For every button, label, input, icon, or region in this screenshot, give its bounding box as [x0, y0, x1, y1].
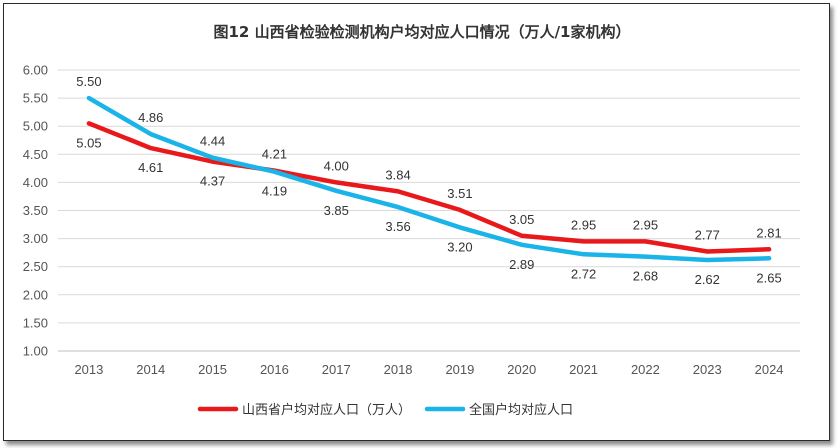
data-label-shanxi: 2.77 — [695, 228, 720, 243]
y-tick-label: 3.00 — [23, 231, 48, 246]
data-point-shanxi — [396, 189, 400, 193]
data-label-national: 4.19 — [262, 184, 287, 199]
data-point-shanxi — [582, 239, 586, 243]
data-label-shanxi: 3.84 — [385, 167, 410, 182]
data-point-national — [705, 258, 709, 262]
data-label-national: 2.65 — [756, 270, 781, 285]
data-point-national — [458, 225, 462, 229]
data-point-national — [643, 255, 647, 259]
data-label-national: 2.68 — [633, 269, 658, 284]
data-label-shanxi: 5.05 — [76, 135, 101, 150]
data-point-shanxi — [643, 239, 647, 243]
series-line-national — [86, 95, 772, 263]
x-tick-label: 2018 — [384, 362, 413, 377]
x-tick-label: 2023 — [693, 362, 722, 377]
y-tick-label: 1.00 — [23, 344, 48, 359]
data-point-national — [149, 132, 153, 136]
data-point-national — [396, 205, 400, 209]
y-tick-label: 3.50 — [23, 203, 48, 218]
series-line-shanxi — [86, 121, 772, 254]
x-tick-label: 2024 — [755, 362, 784, 377]
data-point-national — [334, 189, 338, 193]
data-label-shanxi: 2.81 — [756, 225, 781, 240]
data-point-shanxi — [458, 208, 462, 212]
data-point-national — [87, 96, 91, 100]
data-label-national: 2.72 — [571, 266, 596, 281]
x-tick-label: 2016 — [260, 362, 289, 377]
data-label-shanxi: 4.37 — [200, 174, 225, 189]
data-label-national: 3.20 — [447, 239, 472, 254]
x-tick-label: 2014 — [136, 362, 165, 377]
chart-title: 图12 山西省检验检测机构户均对应人口情况（万人/1家机构） — [213, 23, 630, 41]
data-point-shanxi — [520, 234, 524, 238]
data-label-national: 2.62 — [695, 272, 720, 287]
data-point-shanxi — [767, 247, 771, 251]
data-label-shanxi: 4.21 — [262, 147, 287, 162]
data-label-national: 4.86 — [138, 110, 163, 125]
y-tick-label: 4.00 — [23, 175, 48, 190]
x-tick-label: 2019 — [445, 362, 474, 377]
data-labels: 5.05 5.50 4.61 4.86 4.37 4.44 4.21 4.19 4.00 3.85… — [76, 74, 781, 287]
y-tick-label: 2.00 — [23, 287, 48, 302]
gridlines — [58, 69, 800, 352]
data-label-shanxi: 2.95 — [633, 217, 658, 232]
legend-label-shanxi: 山西省户均对应人口（万人） — [242, 402, 411, 418]
data-point-shanxi — [149, 146, 153, 150]
data-label-national: 3.56 — [385, 219, 410, 234]
data-label-shanxi: 3.05 — [509, 212, 534, 227]
x-tick-label: 2017 — [322, 362, 351, 377]
y-tick-label: 5.00 — [23, 119, 48, 134]
data-point-national — [272, 170, 276, 174]
series-lines — [86, 95, 772, 263]
data-point-shanxi — [705, 250, 709, 254]
data-label-shanxi: 3.51 — [447, 186, 472, 201]
data-label-national: 3.85 — [324, 203, 349, 218]
data-label-shanxi: 2.95 — [571, 217, 596, 232]
data-point-shanxi — [87, 121, 91, 125]
x-tick-label: 2020 — [507, 362, 536, 377]
data-point-shanxi — [334, 180, 338, 184]
data-point-national — [520, 243, 524, 247]
legend-label-national: 全国户均对应人口 — [469, 402, 573, 418]
data-label-national: 2.89 — [509, 257, 534, 272]
y-tick-label: 5.50 — [23, 91, 48, 106]
data-label-shanxi: 4.61 — [138, 160, 163, 175]
x-tick-label: 2013 — [74, 362, 103, 377]
x-tick-label: 2022 — [631, 362, 660, 377]
data-point-national — [582, 252, 586, 256]
x-tick-label: 2015 — [198, 362, 227, 377]
y-tick-label: 6.00 — [23, 63, 48, 78]
data-label-national: 5.50 — [76, 74, 101, 89]
data-label-shanxi: 4.00 — [324, 158, 349, 173]
y-tick-label: 4.50 — [23, 147, 48, 162]
y-axis: 1.00 1.50 2.00 2.50 3.00 3.50 4.00 4.50 5.00 5.50… — [23, 63, 48, 359]
y-tick-label: 2.50 — [23, 259, 48, 274]
data-point-national — [211, 156, 215, 160]
y-tick-label: 1.50 — [23, 315, 48, 330]
x-tick-label: 2021 — [569, 362, 598, 377]
data-point-national — [767, 256, 771, 260]
chart-frame — [3, 3, 830, 441]
data-label-national: 4.44 — [200, 134, 225, 149]
x-axis: 2013 2014 2015 2016 2017 2018 2019 2020 2021 2022… — [74, 362, 783, 377]
legend: 山西省户均对应人口（万人） 全国户均对应人口 — [197, 402, 573, 418]
